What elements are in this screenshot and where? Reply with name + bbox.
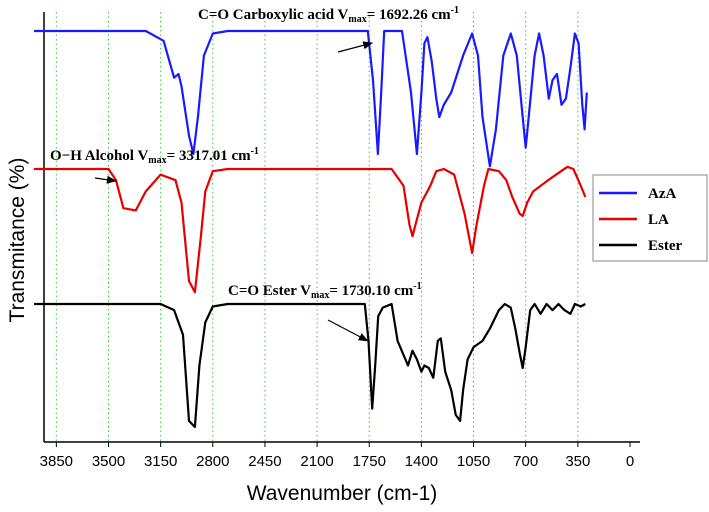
series-line-ester xyxy=(34,302,586,429)
annotation-value: = 1730.10 cm xyxy=(329,283,413,299)
legend-label-ester: Ester xyxy=(648,238,682,254)
grid-lines xyxy=(55,12,579,442)
series-line-la xyxy=(34,165,587,294)
annotation-arrow xyxy=(327,319,369,342)
annotation-superscript: -1 xyxy=(251,146,259,157)
x-tick-label: 3850 xyxy=(40,453,73,470)
series-group xyxy=(34,29,588,429)
x-tick-label: 350 xyxy=(565,453,590,470)
axes xyxy=(43,12,640,443)
x-tick-label: 1050 xyxy=(457,453,490,470)
annotation-arrow xyxy=(94,175,117,184)
x-tick-label: 700 xyxy=(513,453,538,470)
annotation-text: O−H Alcohol V xyxy=(50,148,148,164)
x-axis-title-text: Wavenumber (cm-1) xyxy=(247,482,438,505)
y-axis-title-text: Transmitance (%) xyxy=(6,158,29,323)
legend-label-aza: AzA xyxy=(648,186,676,202)
annotation-superscript: -1 xyxy=(451,5,459,16)
x-tick-label: 3500 xyxy=(92,453,125,470)
annotation-arrow xyxy=(337,41,374,53)
x-tick-label: 1400 xyxy=(405,453,438,470)
annotation-label: C=O Carboxylic acid Vmax= 1692.26 cm-1 xyxy=(198,5,459,25)
annotation-text: C=O Ester V xyxy=(228,283,311,299)
x-ticks: 3850 3500 3150 2800 2450 2100 1750 1400 1050 700 3… xyxy=(40,442,634,470)
x-tick-label: 2800 xyxy=(196,453,229,470)
annotation-label: C=O Ester Vmax= 1730.10 cm-1 xyxy=(228,281,422,301)
annotation-superscript: -1 xyxy=(413,281,421,292)
annotation-subscript: max xyxy=(348,14,366,25)
y-axis-title: Transmitance (%) xyxy=(6,158,29,323)
annotation-value: = 3317.01 cm xyxy=(167,148,251,164)
annotation-text: C=O Carboxylic acid V xyxy=(198,7,349,23)
series-line-aza xyxy=(34,29,588,168)
x-tick-label: 2100 xyxy=(300,453,333,470)
x-axis-title: Wavenumber (cm-1) xyxy=(247,482,438,505)
annotation-value: = 1692.26 cm xyxy=(367,7,451,23)
annotation-subscript: max xyxy=(148,155,166,166)
annotation-subscript: max xyxy=(311,290,329,301)
legend-label-la: LA xyxy=(648,212,669,228)
annotations: C=O Carboxylic acid Vmax= 1692.26 cm-1O−… xyxy=(50,5,459,342)
x-tick-label: 0 xyxy=(626,453,634,470)
legend: AzA LA Ester xyxy=(592,174,708,262)
annotation-label: O−H Alcohol Vmax= 3317.01 cm-1 xyxy=(50,146,259,166)
x-tick-label: 1750 xyxy=(353,453,386,470)
x-tick-label: 3150 xyxy=(144,453,177,470)
x-tick-label: 2450 xyxy=(248,453,281,470)
